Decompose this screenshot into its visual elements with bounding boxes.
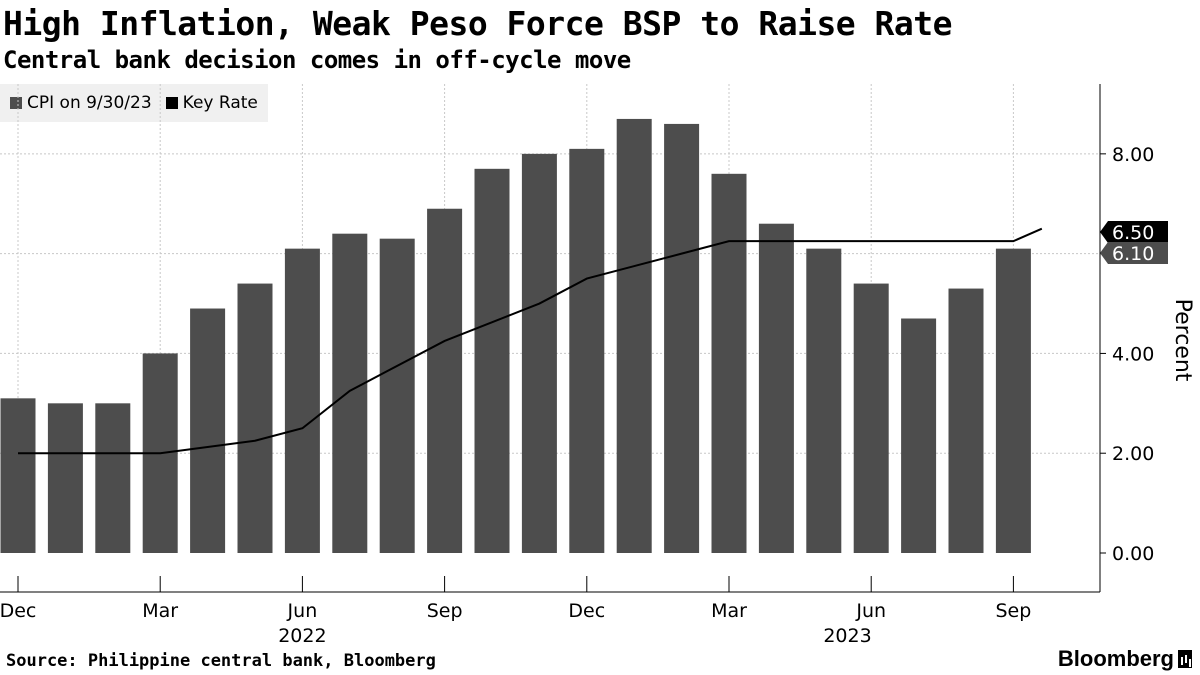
x-tick-label: Sep xyxy=(427,600,463,622)
chart-subtitle: Central bank decision comes in off-cycle… xyxy=(3,46,631,74)
y-tick-label: 4.00 xyxy=(1112,343,1154,365)
legend-label-cpi: CPI on 9/30/23 xyxy=(27,93,152,113)
cpi-bar xyxy=(664,123,700,554)
end-value-label: 6.10 xyxy=(1112,243,1154,265)
cpi-bar xyxy=(758,223,794,553)
cpi-bar xyxy=(332,233,368,553)
brand-text: Bloomberg xyxy=(1057,646,1174,671)
end-value-callout: 6.50 xyxy=(1100,221,1168,244)
cpi-bar xyxy=(616,118,652,553)
cpi-bar xyxy=(995,248,1031,554)
legend: CPI on 9/30/23 Key Rate xyxy=(0,84,268,122)
x-tick-label: Mar xyxy=(711,600,747,622)
legend-label-key-rate: Key Rate xyxy=(182,93,258,113)
bloomberg-chart-icon xyxy=(1178,650,1192,668)
cpi-bar xyxy=(806,248,842,554)
cpi-bar xyxy=(284,248,320,554)
y-axis-label: Percent xyxy=(1170,299,1195,382)
legend-swatch-key-rate xyxy=(165,97,178,109)
end-value-callout: 6.10 xyxy=(1100,242,1168,265)
cpi-bar xyxy=(853,283,889,553)
key-rate-polyline xyxy=(18,227,1043,455)
chart-title: High Inflation, Weak Peso Force BSP to R… xyxy=(3,4,953,43)
end-value-tag xyxy=(1100,242,1168,264)
legend-swatch-cpi xyxy=(10,97,22,109)
cpi-bars xyxy=(0,118,1031,554)
y-tick-label: 0.00 xyxy=(1112,543,1154,565)
x-tick-label: Mar xyxy=(142,600,178,622)
cpi-bar xyxy=(427,208,463,553)
legend-item-cpi: CPI on 9/30/23 xyxy=(10,93,152,113)
x-tick-label: Sep xyxy=(995,600,1031,622)
cpi-bar xyxy=(95,403,131,553)
cpi-bar xyxy=(901,318,937,553)
cpi-bar xyxy=(190,308,226,553)
cpi-bar xyxy=(711,173,747,553)
y-tick-label: 6.00 xyxy=(1112,244,1154,266)
legend-item-key-rate: Key Rate xyxy=(165,93,258,113)
end-value-label: 6.50 xyxy=(1112,222,1154,244)
cpi-bar xyxy=(948,288,984,553)
cpi-bar xyxy=(521,153,557,553)
axes: 0.00 2.00 4.00 6.00 8.00 Dec Mar Jun Sep Dec Mar Ju… xyxy=(0,84,1168,647)
x-tick-label: Dec xyxy=(0,600,36,622)
cpi-bar xyxy=(142,353,178,553)
cpi-bar xyxy=(569,148,605,554)
y-tick-label: 2.00 xyxy=(1112,443,1154,465)
cpi-bar xyxy=(0,398,36,553)
key-rate-line xyxy=(18,227,1043,455)
x-tick-label: Jun xyxy=(855,600,886,622)
x-year-label: 2022 xyxy=(278,625,326,647)
cpi-bar xyxy=(47,403,83,553)
x-tick-label: Dec xyxy=(568,600,605,622)
end-value-tag xyxy=(1100,221,1168,243)
source-note: Source: Philippine central bank, Bloombe… xyxy=(6,651,436,671)
cpi-bar xyxy=(474,168,510,553)
cpi-bar xyxy=(379,238,415,553)
bloomberg-logo: Bloomberg xyxy=(1058,646,1192,672)
x-year-label: 2023 xyxy=(823,625,871,647)
y-tick-label: 8.00 xyxy=(1112,144,1154,166)
gridlines xyxy=(0,84,1100,553)
x-tick-label: Jun xyxy=(287,600,318,622)
cpi-bar xyxy=(237,283,273,553)
